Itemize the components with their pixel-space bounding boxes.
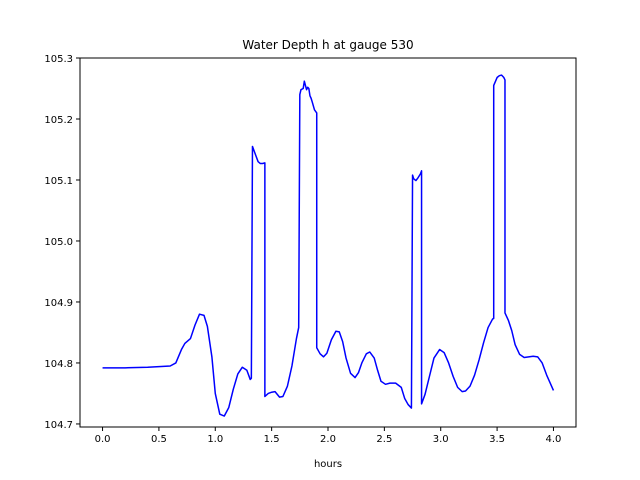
series-group <box>102 74 555 417</box>
x-tick-label: 1.0 <box>207 434 223 445</box>
y-tick-label: 104.8 <box>44 359 73 370</box>
x-tick-label: 2.0 <box>320 434 336 445</box>
chart-title: Water Depth h at gauge 530 <box>242 38 413 52</box>
y-tick-label: 104.9 <box>44 298 73 309</box>
x-axis: 0.0 0.5 1.0 1.5 2.0 2.5 3.0 3.5 4.0 <box>95 427 562 445</box>
x-tick-label: 3.0 <box>433 434 449 445</box>
x-tick-label: 3.5 <box>489 434 505 445</box>
x-tick-label: 4.0 <box>546 434 562 445</box>
y-tick-label: 104.7 <box>44 420 73 431</box>
x-axis-title: hours <box>314 459 342 470</box>
y-axis: 104.7 104.8 104.9 105.0 105.1 105.2 105.3 <box>44 54 80 431</box>
x-tick-label: 1.5 <box>264 434 280 445</box>
y-tick-label: 105.3 <box>44 54 73 65</box>
y-tick-label: 105.2 <box>44 115 73 126</box>
x-tick-label: 0.5 <box>151 434 167 445</box>
y-tick-label: 105.0 <box>44 237 73 248</box>
series-line-1 <box>102 74 555 417</box>
x-tick-label: 2.5 <box>376 434 392 445</box>
x-tick-label: 0.0 <box>95 434 111 445</box>
y-tick-label: 105.1 <box>44 176 73 187</box>
